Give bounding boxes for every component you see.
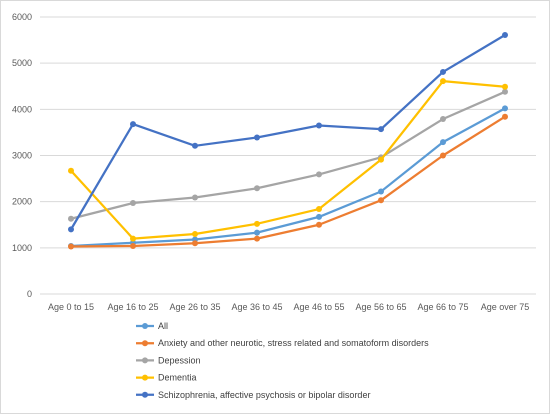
data-point xyxy=(254,229,260,236)
x-tick-label: Age 26 to 35 xyxy=(169,302,220,312)
data-point xyxy=(378,156,384,163)
data-point xyxy=(192,230,198,237)
data-point xyxy=(502,88,508,95)
legend-item: Depession xyxy=(136,355,201,365)
data-point xyxy=(440,116,446,123)
y-tick-label: 5000 xyxy=(12,58,32,68)
x-tick-label: Age 66 to 75 xyxy=(417,302,468,312)
data-point xyxy=(254,235,260,242)
series-4 xyxy=(68,78,508,242)
legend-swatch-marker xyxy=(142,374,148,381)
data-point xyxy=(192,194,198,201)
data-point xyxy=(254,134,260,141)
x-tick-label: Age 36 to 45 xyxy=(231,302,282,312)
data-point xyxy=(192,142,198,149)
data-point xyxy=(440,68,446,75)
legend-item: Anxiety and other neurotic, stress relat… xyxy=(136,338,429,348)
series-line xyxy=(70,107,506,248)
series-line xyxy=(70,34,506,230)
series-2 xyxy=(68,113,508,250)
y-tick-label: 4000 xyxy=(12,104,32,114)
series-line xyxy=(70,80,506,240)
data-point xyxy=(378,126,384,133)
data-point xyxy=(68,226,74,233)
y-tick-label: 2000 xyxy=(12,197,32,207)
data-point xyxy=(316,122,322,129)
legend-label: Schizophrenia, affective psychosis or bi… xyxy=(158,390,370,400)
legend-item: All xyxy=(136,321,168,331)
data-point xyxy=(130,235,136,242)
x-tick-label: Age over 75 xyxy=(481,302,530,312)
y-tick-label: 0 xyxy=(27,289,32,299)
legend-swatch-marker xyxy=(142,357,148,364)
series-1 xyxy=(68,105,508,249)
series-3 xyxy=(68,88,508,222)
legend-swatch-marker xyxy=(142,323,148,329)
y-tick-label: 3000 xyxy=(12,151,32,161)
data-point xyxy=(192,240,198,247)
series-5 xyxy=(68,32,508,233)
data-point xyxy=(316,206,322,213)
data-point xyxy=(254,185,260,192)
x-tick-label: Age 46 to 55 xyxy=(293,302,344,312)
legend: All Anxiety and other neurotic, stress re… xyxy=(136,321,429,400)
legend-item: Dementia xyxy=(136,373,197,383)
data-point xyxy=(68,167,74,174)
legend-swatch-marker xyxy=(142,391,148,398)
data-point xyxy=(440,152,446,159)
data-point xyxy=(68,215,74,222)
data-point xyxy=(316,171,322,178)
data-point xyxy=(130,242,136,249)
legend-item: Schizophrenia, affective psychosis or bi… xyxy=(136,390,370,400)
legend-swatch-marker xyxy=(142,340,148,347)
series-line xyxy=(70,90,506,220)
data-point xyxy=(378,197,384,204)
y-axis-ticks: 0 1000 2000 3000 4000 5000 6000 xyxy=(12,12,32,299)
x-tick-label: Age 56 to 65 xyxy=(355,302,406,312)
series-line xyxy=(70,115,506,248)
gridlines xyxy=(40,16,536,295)
y-tick-label: 1000 xyxy=(12,243,32,253)
series-lines xyxy=(68,32,508,250)
data-point xyxy=(502,32,508,39)
data-point xyxy=(502,113,508,120)
data-point xyxy=(68,243,74,250)
y-tick-label: 6000 xyxy=(12,12,32,22)
legend-label: Dementia xyxy=(158,373,197,383)
data-point xyxy=(130,121,136,128)
x-axis-ticks: Age 0 to 15 Age 16 to 25 Age 26 to 35 Age 3… xyxy=(48,302,529,312)
data-point xyxy=(378,188,384,195)
data-point xyxy=(130,200,136,207)
data-point xyxy=(316,221,322,228)
data-point xyxy=(440,78,446,85)
data-point xyxy=(502,83,508,90)
x-tick-label: Age 0 to 15 xyxy=(48,302,94,312)
data-point xyxy=(440,139,446,146)
data-point xyxy=(502,105,508,112)
data-point xyxy=(316,213,322,220)
legend-label: All xyxy=(158,321,168,331)
x-tick-label: Age 16 to 25 xyxy=(107,302,158,312)
legend-label: Anxiety and other neurotic, stress relat… xyxy=(158,338,429,348)
legend-label: Depession xyxy=(158,355,201,365)
data-point xyxy=(254,220,260,227)
